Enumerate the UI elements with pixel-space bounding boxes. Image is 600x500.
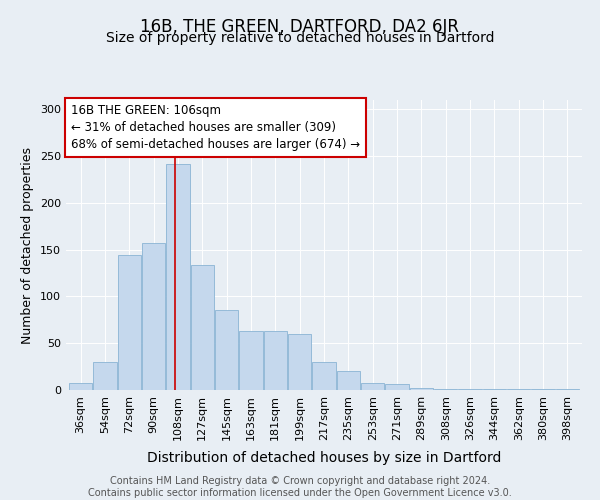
Bar <box>385 384 409 390</box>
Bar <box>142 243 165 390</box>
Bar <box>118 256 141 390</box>
Bar <box>361 382 384 390</box>
Bar <box>507 389 530 390</box>
Bar <box>434 389 457 390</box>
Text: Contains HM Land Registry data © Crown copyright and database right 2024.
Contai: Contains HM Land Registry data © Crown c… <box>88 476 512 498</box>
Bar <box>556 389 579 390</box>
Bar <box>166 164 190 390</box>
Bar <box>264 331 287 390</box>
Bar <box>69 382 92 390</box>
X-axis label: Distribution of detached houses by size in Dartford: Distribution of detached houses by size … <box>147 451 501 465</box>
Text: 16B, THE GREEN, DARTFORD, DA2 6JR: 16B, THE GREEN, DARTFORD, DA2 6JR <box>140 18 460 36</box>
Bar <box>215 310 238 390</box>
Bar <box>288 334 311 390</box>
Bar <box>191 264 214 390</box>
Y-axis label: Number of detached properties: Number of detached properties <box>22 146 34 344</box>
Bar <box>483 389 506 390</box>
Text: Size of property relative to detached houses in Dartford: Size of property relative to detached ho… <box>106 31 494 45</box>
Bar <box>239 331 263 390</box>
Bar <box>532 389 554 390</box>
Bar <box>313 362 335 390</box>
Bar <box>458 389 482 390</box>
Bar <box>94 362 116 390</box>
Text: 16B THE GREEN: 106sqm
← 31% of detached houses are smaller (309)
68% of semi-det: 16B THE GREEN: 106sqm ← 31% of detached … <box>71 104 360 152</box>
Bar <box>410 388 433 390</box>
Bar <box>337 372 360 390</box>
